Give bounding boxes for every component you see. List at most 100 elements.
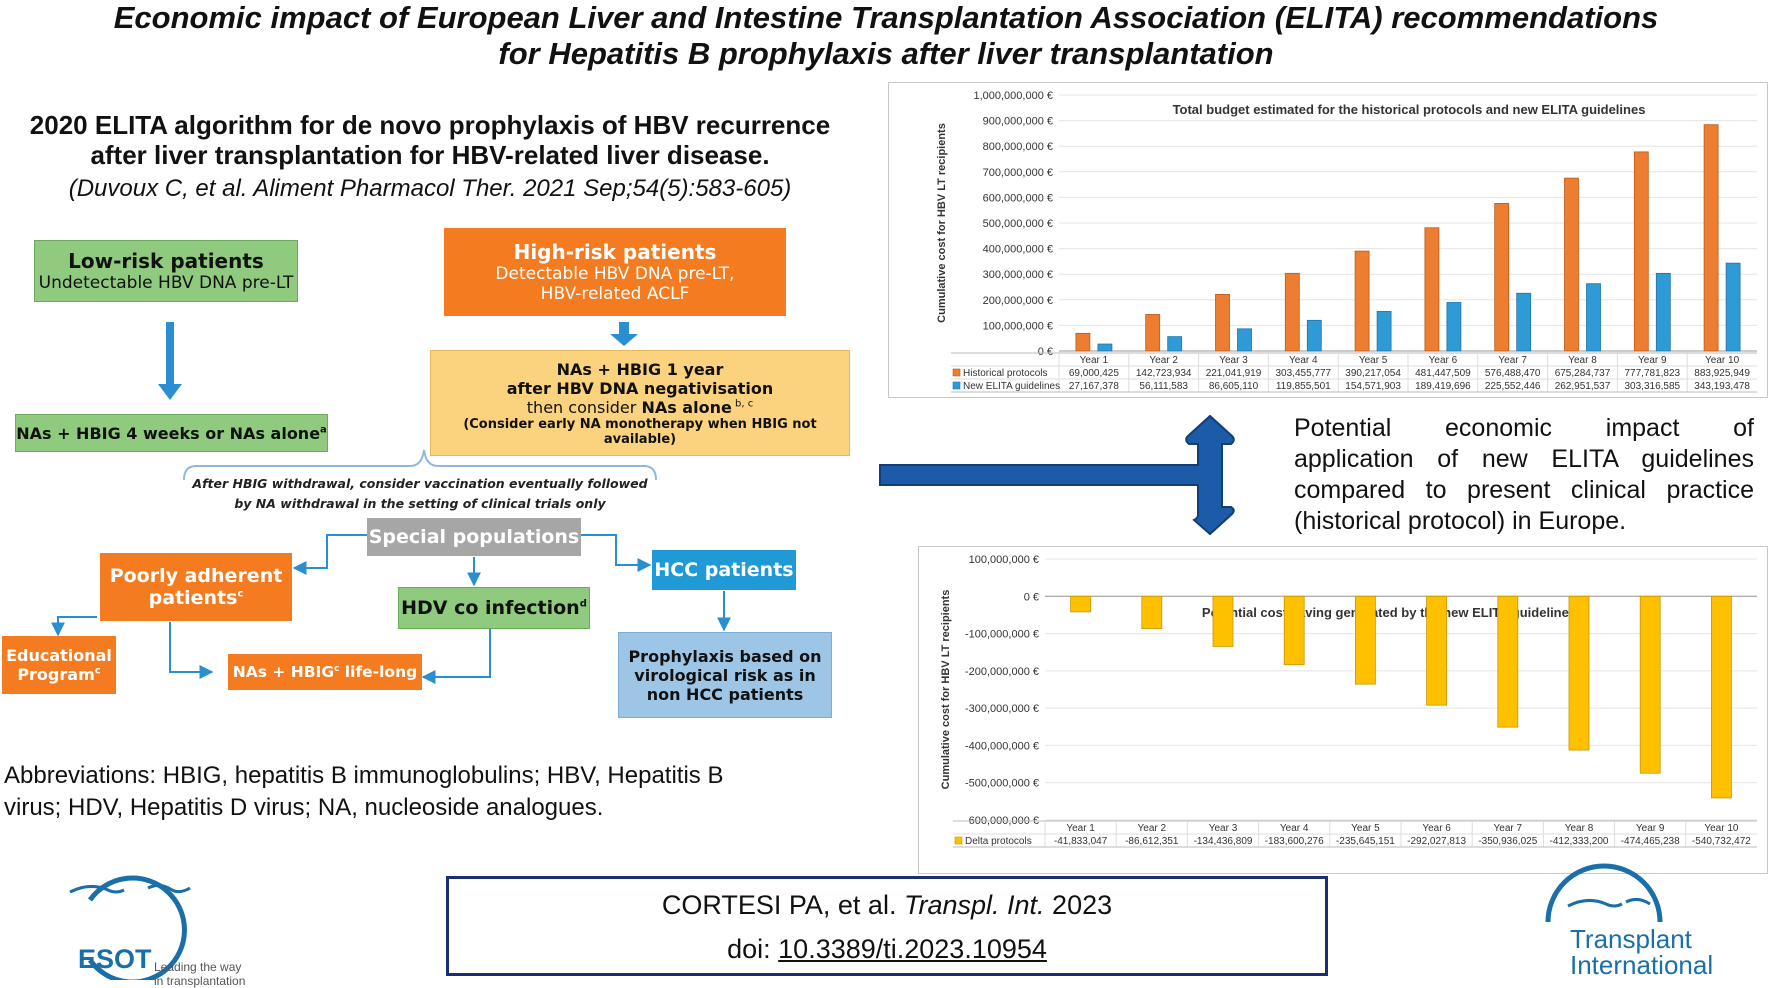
- data-label: -292,027,813: [1407, 836, 1466, 847]
- x-tick-label: Year 7: [1494, 823, 1523, 834]
- x-tick-label: Year 5: [1359, 355, 1388, 366]
- algorithm-title-line2: after liver transplantation for HBV-rela…: [90, 140, 770, 170]
- data-label: 777,781,823: [1624, 368, 1680, 379]
- transplant-international-logo: Transplant International: [1520, 862, 1770, 980]
- connector-hdv-to-naslife: [421, 629, 491, 684]
- bar-delta-protocols: [1070, 595, 1092, 613]
- hcc-prophylaxis-line2: virological risk as in: [634, 665, 816, 685]
- citation-doi-link[interactable]: 10.3389/ti.2023.10954: [778, 934, 1047, 964]
- high-risk-treatment-line4: (Consider early NA monotherapy when HBIG…: [463, 416, 817, 447]
- x-tick-label: Year 2: [1149, 355, 1178, 366]
- y-tick-label: 300,000,000 €: [983, 269, 1053, 281]
- connector-poorly-to-naslife: [169, 622, 214, 679]
- bar-delta-protocols: [1497, 595, 1519, 728]
- y-tick-label: 900,000,000 €: [983, 116, 1053, 128]
- special-populations-label: Special populations: [368, 526, 580, 548]
- legend-label: Delta protocols: [965, 836, 1032, 847]
- data-label: 303,455,777: [1275, 368, 1331, 379]
- potential-impact-line1: Potential economic impact of: [1294, 414, 1754, 442]
- x-tick-label: Year 5: [1351, 823, 1380, 834]
- poorly-adherent-line2: patients: [148, 587, 238, 609]
- cost-saving-chart-frame: Potential cost saving generated by the n…: [918, 546, 1768, 874]
- data-label: -86,612,351: [1125, 836, 1179, 847]
- potential-impact-text: Potential economic impact of application…: [1294, 413, 1754, 537]
- connector-to-educational: [51, 616, 97, 637]
- bar-new-elita-guidelines: [1306, 319, 1322, 352]
- high-risk-treatment-sup: b, c: [731, 398, 754, 410]
- bar-delta-protocols: [1568, 595, 1590, 751]
- data-label: 576,488,470: [1485, 368, 1541, 379]
- y-tick-label: 1,000,000,000 €: [973, 90, 1053, 102]
- high-risk-box: High-risk patients Detectable HBV DNA pr…: [444, 228, 786, 316]
- abbreviations: Abbreviations: HBIG, hepatitis B immunog…: [4, 760, 864, 824]
- data-label: 303,316,585: [1624, 381, 1680, 392]
- legend-swatch: [952, 381, 961, 390]
- x-tick-label: Year 6: [1422, 823, 1451, 834]
- x-tick-label: Year 9: [1638, 355, 1667, 366]
- connector-to-hcc: [581, 534, 652, 572]
- bar-delta-protocols: [1711, 595, 1732, 799]
- data-label: 221,041,919: [1206, 368, 1262, 379]
- y-tick-label: -100,000,000 €: [965, 629, 1039, 641]
- y-tick-label: 600,000,000 €: [983, 192, 1053, 204]
- main-title-line2: for Hepatitis B prophylaxis after liver …: [498, 36, 1274, 71]
- withdrawal-note: After HBIG withdrawal, consider vaccinat…: [150, 474, 690, 514]
- bar-historical-protocols: [1633, 151, 1649, 352]
- bar-delta-protocols: [1141, 595, 1163, 629]
- high-risk-down-arrow: [610, 322, 638, 346]
- bar-delta-protocols: [1212, 595, 1234, 647]
- hcc-prophylaxis-line1: Prophylaxis based on: [628, 646, 822, 666]
- y-axis-label: Cumulative cost for HBV LT recipients: [936, 123, 948, 323]
- y-tick-label: 0 €: [1038, 346, 1053, 358]
- data-label: -474,465,238: [1621, 836, 1680, 847]
- data-label: -350,936,025: [1478, 836, 1537, 847]
- citation-box: CORTESI PA, et al. Transpl. Int. 2023 do…: [446, 876, 1328, 976]
- main-title-line1: Economic impact of European Liver and In…: [113, 0, 1659, 35]
- bar-historical-protocols: [1215, 294, 1230, 352]
- nas-hbig-lifelong-b: life-long: [339, 663, 418, 681]
- bar-new-elita-guidelines: [1376, 311, 1392, 352]
- data-label: -183,600,276: [1265, 836, 1324, 847]
- bar-delta-protocols: [1639, 595, 1661, 774]
- bar-new-elita-guidelines: [1097, 343, 1113, 352]
- bar-historical-protocols: [1145, 314, 1161, 352]
- hcc-prophylaxis-box: Prophylaxis based on virological risk as…: [618, 632, 832, 718]
- algorithm-citation: (Duvoux C, et al. Aliment Pharmacol Ther…: [68, 175, 792, 202]
- data-label: -412,333,200: [1550, 836, 1609, 847]
- data-label: 189,419,696: [1415, 381, 1471, 392]
- y-tick-label: 100,000,000 €: [969, 554, 1039, 566]
- educational-program-box: Educational Programc: [2, 636, 116, 694]
- hdv-coinfection-label: HDV co infection: [401, 597, 580, 619]
- high-risk-subtitle-2: HBV-related ACLF: [540, 284, 690, 304]
- chart-title: Total budget estimated for the historica…: [1173, 102, 1646, 117]
- high-risk-treatment-line3b: NAs alone: [641, 397, 732, 417]
- y-tick-label: 100,000,000 €: [983, 320, 1053, 332]
- data-label: 142,723,934: [1136, 368, 1192, 379]
- legend-label: New ELITA guidelines: [963, 381, 1060, 392]
- bar-historical-protocols: [1564, 177, 1579, 352]
- data-label: 343,193,478: [1694, 381, 1750, 392]
- potential-impact-line4: (historical protocol) in Europe.: [1294, 507, 1627, 535]
- data-label: 154,571,903: [1345, 381, 1401, 392]
- low-risk-subtitle: Undetectable HBV DNA pre-LT: [38, 273, 294, 293]
- abbreviations-line2: virus; HDV, Hepatitis D virus; NA, nucle…: [4, 794, 604, 821]
- bar-new-elita-guidelines: [1725, 262, 1741, 352]
- high-risk-treatment-box: NAs + HBIG 1 year after HBV DNA negativi…: [430, 350, 850, 456]
- bar-delta-protocols: [1426, 595, 1448, 706]
- y-tick-label: 0 €: [1024, 591, 1039, 603]
- x-tick-label: Year 8: [1565, 823, 1594, 834]
- ti-emblem-icon: [1545, 863, 1663, 923]
- data-label: 27,167,378: [1069, 381, 1119, 392]
- x-tick-label: Year 4: [1280, 823, 1309, 834]
- legend-swatch: [954, 836, 963, 845]
- data-label: 883,925,949: [1694, 368, 1750, 379]
- data-label: -540,732,472: [1692, 836, 1751, 847]
- nas-hbig-lifelong-box: NAs + HBIGc life-long: [228, 654, 422, 690]
- algorithm-title-line1: 2020 ELITA algorithm for de novo prophyl…: [29, 110, 831, 140]
- poorly-adherent-box: Poorly adherent patientsc: [100, 553, 292, 621]
- bar-new-elita-guidelines: [1446, 302, 1462, 352]
- y-tick-label: -400,000,000 €: [965, 740, 1039, 752]
- x-tick-label: Year 2: [1138, 823, 1167, 834]
- total-budget-chart: Total budget estimated for the historica…: [936, 90, 1757, 393]
- bar-new-elita-guidelines: [1516, 292, 1532, 352]
